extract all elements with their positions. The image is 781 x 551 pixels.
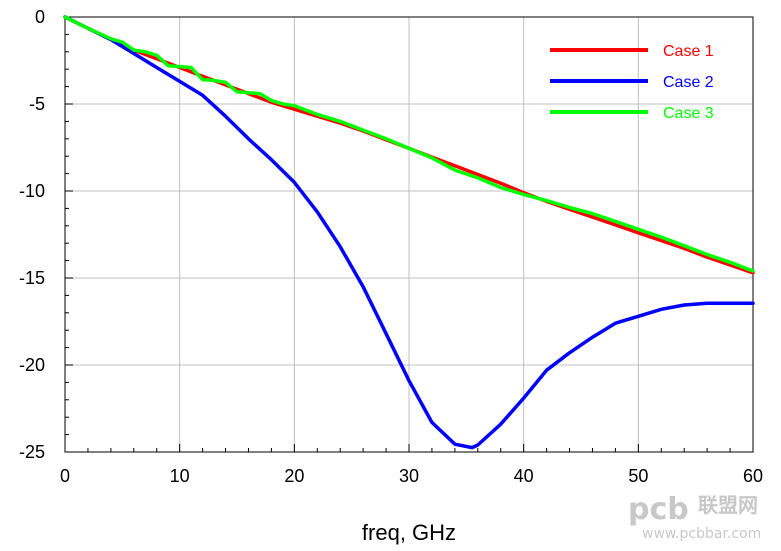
x-tick-label: 20 xyxy=(284,466,304,486)
legend-label: Case 2 xyxy=(663,74,714,91)
y-tick-label: -10 xyxy=(19,181,45,201)
legend-item: Case 2 xyxy=(550,74,714,91)
legend-label: Case 1 xyxy=(663,43,714,60)
x-tick-label: 0 xyxy=(60,466,70,486)
y-tick-label: 0 xyxy=(35,7,45,27)
plot-frame xyxy=(64,16,754,453)
series-line-3 xyxy=(63,15,755,273)
series-line-2 xyxy=(63,15,755,450)
x-axis-tick-labels: 0 10 20 30 40 50 60 xyxy=(60,466,763,486)
y-tick-label: -5 xyxy=(29,94,45,114)
x-tick-label: 10 xyxy=(170,466,190,486)
y-tick-label: -25 xyxy=(19,442,45,462)
watermark-url: www.pcbbar.com xyxy=(642,526,761,542)
x-tick-label: 60 xyxy=(743,466,763,486)
y-tick-label: -20 xyxy=(19,355,45,375)
x-tick-label: 30 xyxy=(399,466,419,486)
x-axis-title: freq, GHz xyxy=(362,520,456,545)
x-tick-label: 50 xyxy=(628,466,648,486)
watermark-logo: pcb 联盟网 www.pcbbar.com xyxy=(628,492,761,542)
legend-item: Case 1 xyxy=(550,43,714,60)
y-axis-tick-labels: 0 -5 -10 -15 -20 -25 xyxy=(19,7,45,462)
x-tick-label: 40 xyxy=(514,466,534,486)
legend-label: Case 3 xyxy=(663,105,714,122)
legend: Case 1 Case 2 Case 3 xyxy=(550,43,714,122)
minor-ticks xyxy=(64,16,754,453)
watermark-logo-text: pcb xyxy=(628,492,689,527)
watermark-chinese-text: 联盟网 xyxy=(698,493,758,517)
y-tick-label: -15 xyxy=(19,268,45,288)
legend-item: Case 3 xyxy=(550,105,714,122)
series-layer xyxy=(63,15,755,450)
